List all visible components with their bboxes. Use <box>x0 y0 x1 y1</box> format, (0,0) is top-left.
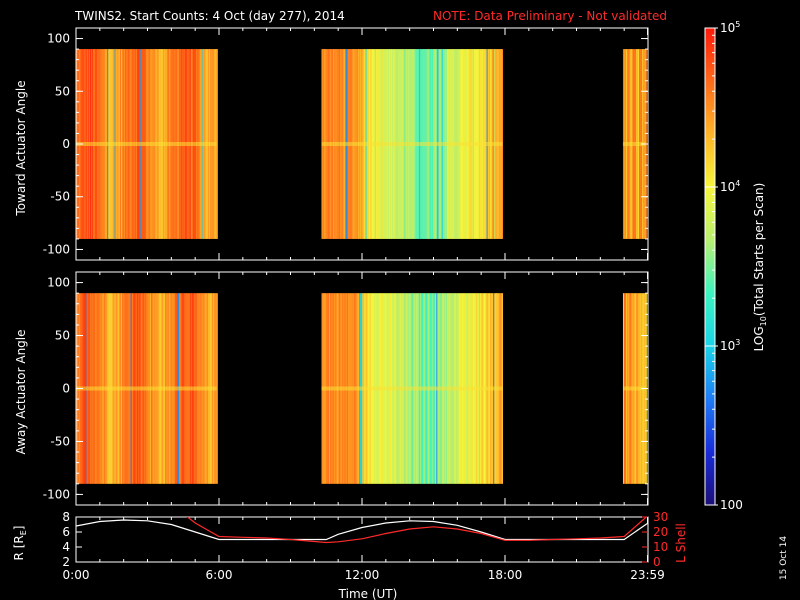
r-tick-label: 6 <box>62 525 70 539</box>
x-tick-label: 23:59 <box>630 568 665 582</box>
zero-angle-stripe <box>76 142 217 146</box>
lshell-tick-label: 0 <box>653 555 661 569</box>
x-tick-label: 0:00 <box>63 568 90 582</box>
y-tick-label: 0 <box>62 382 70 396</box>
colorbar-label: LOG10(Total Starts per Scan) <box>752 183 768 352</box>
chart-title: TWINS2. Start Counts: 4 Oct (day 277), 2… <box>74 9 345 23</box>
y-tick-label: -50 <box>50 190 70 204</box>
x-tick-label: 12:00 <box>345 568 380 582</box>
away-angle-panel: 100 50 0 -50 -100 <box>43 271 649 506</box>
y-tick-label: 50 <box>55 329 70 343</box>
heatmap-column <box>216 293 218 484</box>
y-tick-label: 100 <box>47 276 70 290</box>
lshell-line <box>186 517 648 544</box>
y-tick-label: 50 <box>55 84 70 98</box>
y-tick-label: 0 <box>62 137 70 151</box>
heatmap-column <box>216 49 218 239</box>
colorbar: 105 104 103 100 <box>704 20 743 512</box>
time-xlabel: Time (UT) <box>338 587 398 600</box>
r-tick-label: 8 <box>62 510 70 524</box>
zero-angle-stripe <box>76 386 217 391</box>
y-tick-label: -50 <box>50 434 70 448</box>
colorbar-tick-label: 105 <box>720 20 740 35</box>
zero-angle-stripe <box>321 142 503 146</box>
away-angle-ylabel: Away Actuator Angle <box>14 329 28 454</box>
toward-angle-panel: 100 50 0 -50 -100 <box>43 27 649 261</box>
r-tick-label: 4 <box>62 540 70 554</box>
x-tick-label: 18:00 <box>488 568 523 582</box>
zero-angle-stripe <box>622 142 646 146</box>
r-tick-label: 2 <box>62 555 70 569</box>
radius-ylabel: R [RE] <box>12 526 28 561</box>
date-stamp: 15 Oct 14 <box>779 536 789 580</box>
colorbar-tick-label: 100 <box>720 498 743 512</box>
colorbar-gradient <box>704 27 716 506</box>
y-tick-label: 100 <box>47 32 70 46</box>
zero-angle-stripe <box>321 386 503 391</box>
preliminary-note: NOTE: Data Preliminary - Not validated <box>433 9 667 23</box>
lshell-tick-label: 30 <box>653 510 668 524</box>
x-tick-label: 6:00 <box>206 568 233 582</box>
lshell-tick-label: 10 <box>653 540 668 554</box>
y-tick-label: -100 <box>43 487 70 501</box>
toward-angle-ylabel: Toward Actuator Angle <box>14 80 28 216</box>
colorbar-tick-label: 104 <box>720 179 740 194</box>
lshell-tick-label: 20 <box>653 525 668 539</box>
y-tick-label: -100 <box>43 242 70 256</box>
lshell-ylabel: L Shell <box>674 523 688 563</box>
zero-angle-stripe <box>622 386 646 391</box>
colorbar-tick-label: 103 <box>720 338 740 353</box>
